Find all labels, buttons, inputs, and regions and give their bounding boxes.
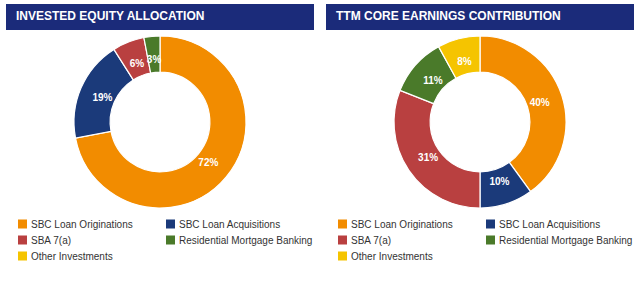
title-banner (6, 4, 314, 30)
data-label: 6% (130, 58, 145, 69)
donut-slice (480, 36, 566, 192)
legend-swatch (166, 236, 175, 245)
data-labels: 40% 10% 31% 11% 8% (418, 56, 550, 188)
legend-item: SBA 7(a) (338, 235, 391, 246)
data-label: 19% (92, 92, 112, 103)
data-label: 8% (457, 56, 472, 67)
legend-label: Other Investments (31, 251, 113, 262)
legend-swatch (338, 236, 347, 245)
legend-label: Other Investments (351, 251, 433, 262)
legend-item: Other Investments (18, 251, 113, 262)
donut-slice (439, 36, 480, 78)
legend-swatch (18, 220, 27, 229)
chart-panel: TTM CORE EARNINGS CONTRIBUTION 40% 10% 31% 1… (326, 4, 634, 262)
legend-item: SBC Loan Originations (338, 219, 453, 230)
legend-swatch (18, 236, 27, 245)
donut-slice (480, 162, 531, 208)
chart-title: TTM CORE EARNINGS CONTRIBUTION (336, 9, 561, 23)
legend-swatch (338, 252, 347, 261)
legend-label: SBC Loan Originations (31, 219, 133, 230)
data-label: 3% (147, 54, 162, 65)
plot-area (74, 36, 246, 208)
legend-label: SBC Loan Acquisitions (179, 219, 280, 230)
legend-item: SBC Loan Acquisitions (166, 219, 280, 230)
legend-label: Residential Mortgage Banking (179, 235, 312, 246)
legend-label: Residential Mortgage Banking (499, 235, 632, 246)
legend-label: SBA 7(a) (351, 235, 391, 246)
legend-swatch (486, 236, 495, 245)
legend-label: SBC Loan Acquisitions (499, 219, 600, 230)
plot-area (394, 36, 566, 208)
legend-swatch (486, 220, 495, 229)
legend-item: SBC Loan Acquisitions (486, 219, 600, 230)
legend-item: Residential Mortgage Banking (166, 235, 312, 246)
legend-item: Residential Mortgage Banking (486, 235, 632, 246)
legend-item: Other Investments (338, 251, 433, 262)
legend: SBC Loan Originations SBC Loan Acquisitio… (18, 219, 312, 262)
legend-swatch (166, 220, 175, 229)
data-label: 72% (198, 157, 218, 168)
data-label: 31% (418, 152, 438, 163)
legend-label: SBA 7(a) (31, 235, 71, 246)
chart-panel: INVESTED EQUITY ALLOCATION 72% 19% 6%3% SBC … (6, 4, 314, 262)
chart-canvas: INVESTED EQUITY ALLOCATION 72% 19% 6%3% SBC … (0, 0, 640, 281)
data-labels: 72% 19% 6%3% (92, 54, 218, 168)
legend-swatch (18, 252, 27, 261)
legend-item: SBC Loan Originations (18, 219, 133, 230)
title-banner (326, 4, 634, 30)
legend-swatch (338, 220, 347, 229)
legend-item: SBA 7(a) (18, 235, 71, 246)
data-label: 10% (489, 176, 509, 187)
data-label: 11% (423, 75, 443, 86)
chart-title: INVESTED EQUITY ALLOCATION (16, 9, 204, 23)
legend: SBC Loan Originations SBC Loan Acquisitio… (338, 219, 632, 262)
data-label: 40% (530, 97, 550, 108)
legend-label: SBC Loan Originations (351, 219, 453, 230)
donut-slice (394, 90, 480, 208)
